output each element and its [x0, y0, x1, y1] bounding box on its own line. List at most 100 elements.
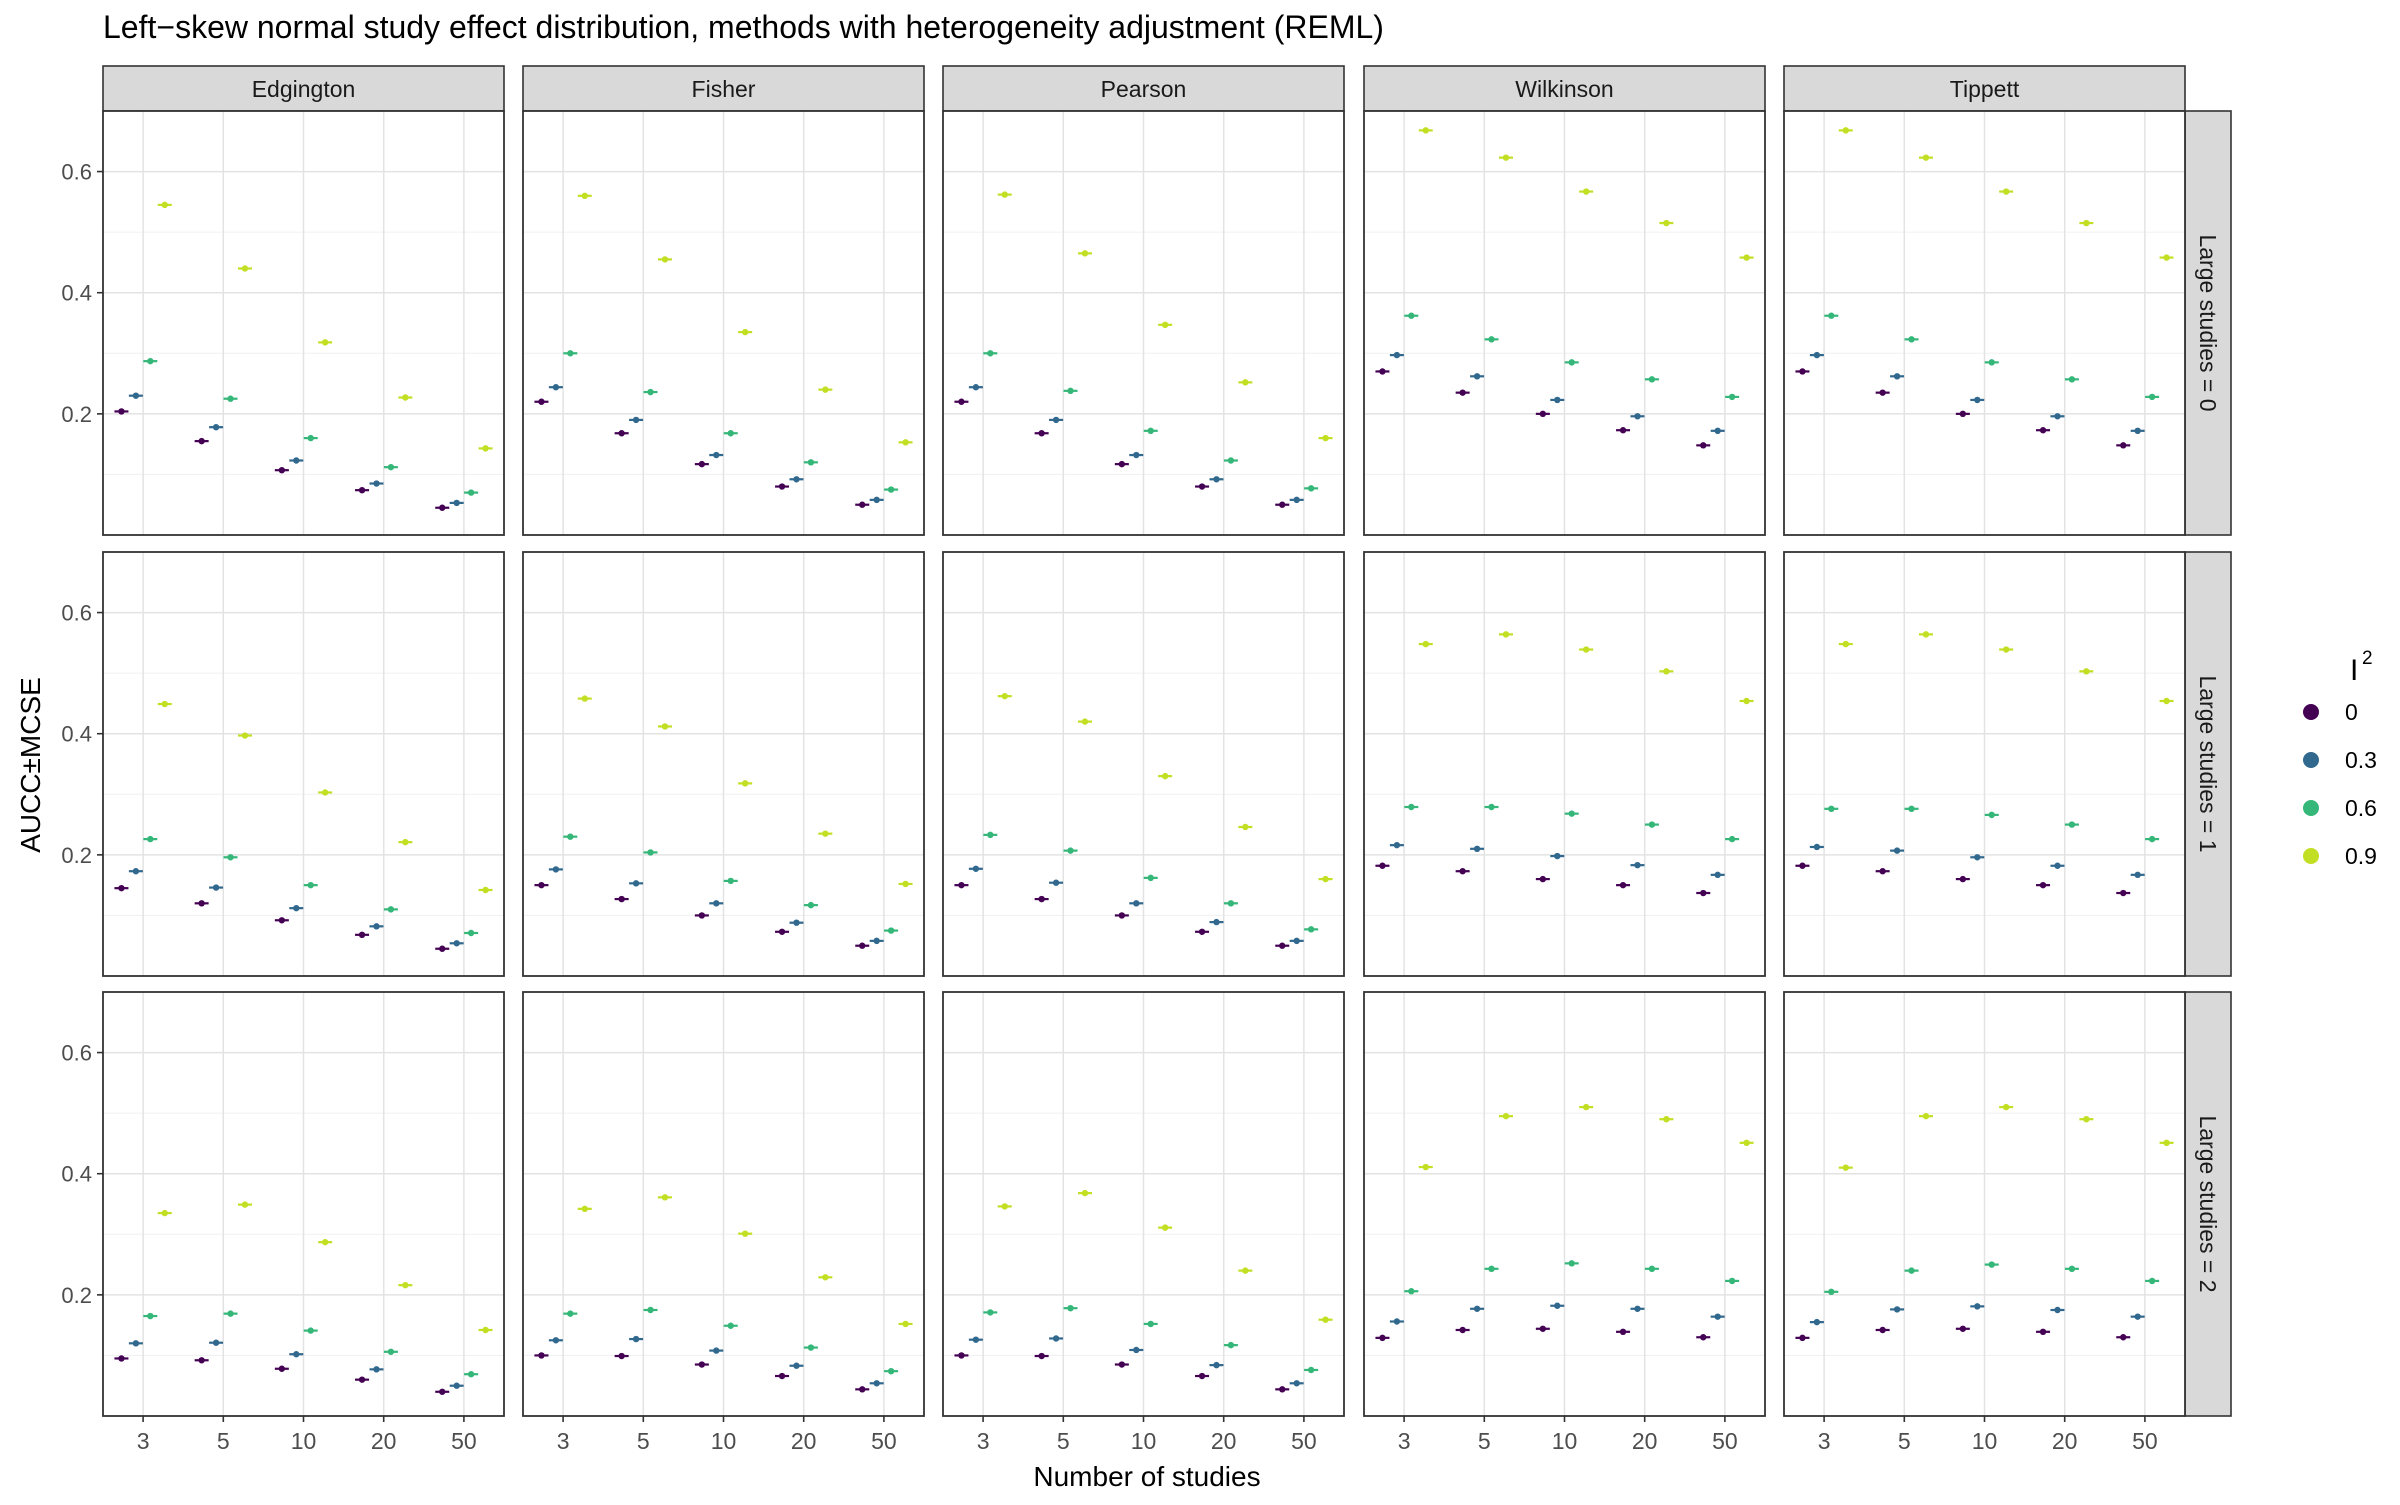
data-point — [467, 1371, 475, 1378]
data-point — [1293, 496, 1300, 504]
x-tick-label: 5 — [1057, 1428, 1070, 1454]
x-tick-label: 50 — [1291, 1428, 1317, 1454]
data-point — [1001, 1203, 1008, 1210]
data-point — [567, 833, 574, 840]
data-point — [1728, 393, 1736, 401]
x-tick-label: 20 — [1211, 1428, 1237, 1454]
data-point — [1743, 1139, 1750, 1147]
data-point — [1379, 862, 1386, 869]
data-point — [212, 884, 220, 891]
data-point — [873, 937, 880, 945]
data-point — [647, 1306, 654, 1314]
data-point — [321, 789, 329, 796]
data-point — [1879, 868, 1886, 875]
data-point — [1242, 379, 1249, 386]
data-point — [1422, 127, 1429, 134]
panel-border — [1783, 110, 2186, 536]
data-point — [147, 357, 154, 365]
data-point — [1408, 803, 1415, 811]
data-point — [2039, 881, 2047, 889]
facet-strip-label: Fisher — [692, 76, 756, 102]
data-point — [1459, 1326, 1466, 1334]
y-tick-label: 0.6 — [61, 601, 92, 626]
data-point — [1473, 373, 1481, 380]
data-point — [1799, 862, 1806, 869]
panel-border — [942, 110, 1345, 536]
data-point — [482, 886, 489, 894]
data-point — [453, 499, 460, 507]
data-point — [387, 463, 395, 471]
data-point — [2163, 254, 2170, 261]
data-point — [2134, 871, 2141, 879]
legend: I 2 0 0.3 0.6 0.9 — [2303, 648, 2377, 869]
data-point — [1161, 1224, 1169, 1231]
data-point — [1279, 1386, 1286, 1393]
legend-label: 0.9 — [2345, 843, 2377, 869]
data-point — [241, 1201, 249, 1208]
data-point — [1539, 410, 1547, 418]
data-point — [132, 392, 140, 399]
data-point — [1959, 410, 1967, 418]
x-tick-label: 5 — [217, 1428, 230, 1454]
data-point — [2068, 1265, 2076, 1273]
data-point — [1502, 1112, 1510, 1120]
data-point — [1379, 368, 1386, 375]
data-point — [1213, 476, 1220, 483]
data-point — [1842, 640, 1849, 648]
data-point — [2002, 1103, 2010, 1111]
data-point — [647, 388, 654, 396]
data-point — [132, 1340, 140, 1347]
data-point — [1663, 219, 1670, 227]
data-point — [1554, 1302, 1561, 1309]
panel-border — [522, 551, 925, 977]
data-point — [2148, 835, 2156, 843]
data-point — [1081, 250, 1089, 257]
data-point — [118, 884, 125, 892]
y-tick-label: 0.6 — [61, 160, 92, 185]
y-tick-label: 0.4 — [61, 722, 92, 747]
data-point — [2054, 862, 2061, 869]
data-point — [147, 835, 154, 843]
data-point — [1974, 1303, 1981, 1310]
data-point — [902, 439, 909, 446]
data-point — [1307, 926, 1315, 933]
data-point — [958, 881, 965, 889]
data-point — [1554, 852, 1561, 860]
data-point — [358, 1376, 366, 1383]
data-point — [1052, 1335, 1060, 1342]
data-point — [822, 1274, 829, 1281]
data-point — [972, 1336, 980, 1343]
data-point — [1161, 321, 1169, 329]
data-point — [482, 445, 489, 452]
data-point — [1198, 1372, 1206, 1380]
data-point — [661, 256, 669, 263]
data-point — [1001, 692, 1008, 700]
data-point — [2054, 1306, 2061, 1314]
data-point — [1663, 1116, 1670, 1123]
data-point — [661, 723, 669, 730]
data-point — [1539, 1325, 1547, 1332]
x-axis-label: Number of studies — [1033, 1461, 1260, 1492]
data-point — [1648, 821, 1656, 828]
data-point — [987, 831, 994, 839]
data-point — [1728, 835, 1736, 843]
data-point — [1393, 351, 1401, 359]
legend-label: 0.6 — [2345, 795, 2377, 821]
data-point — [1322, 875, 1329, 883]
data-point — [2120, 889, 2127, 897]
data-point — [1279, 942, 1286, 949]
data-point — [1908, 805, 1915, 813]
data-point — [581, 192, 588, 199]
data-point — [293, 457, 300, 464]
data-point — [482, 1326, 489, 1334]
data-point — [1067, 387, 1074, 395]
data-point — [972, 865, 980, 872]
x-tick-label: 10 — [1552, 1428, 1578, 1454]
data-point — [2134, 427, 2141, 435]
data-point — [321, 339, 329, 346]
data-point — [1147, 427, 1154, 435]
data-point — [1700, 889, 1707, 897]
data-point — [859, 1386, 866, 1393]
data-point — [727, 430, 734, 437]
data-point — [321, 1238, 329, 1246]
